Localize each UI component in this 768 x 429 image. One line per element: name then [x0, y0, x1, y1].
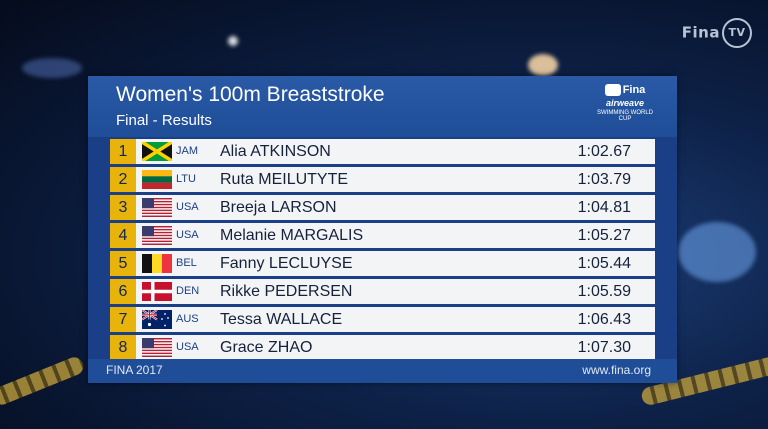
race-time: 1:06.43	[577, 311, 631, 328]
athlete-name: Fanny LECLUYSE	[220, 255, 353, 272]
page-title: Women's 100m Breaststroke	[116, 83, 385, 106]
tv-ring-icon: TV	[722, 18, 752, 48]
country-code: USA	[176, 341, 199, 353]
country-code: DEN	[176, 285, 200, 297]
race-time: 1:05.44	[577, 255, 631, 272]
sponsor-logo: Fina airweave SWIMMING WORLD CUP	[597, 84, 653, 122]
broadcaster-logo-text: Fina	[681, 23, 720, 42]
rank-badge: 4	[110, 223, 136, 248]
rank-badge: 3	[110, 195, 136, 220]
race-time: 1:05.27	[577, 227, 631, 244]
race-time: 1:07.30	[577, 339, 631, 356]
usa-flag-icon	[142, 226, 172, 245]
rank-badge: 8	[110, 335, 136, 360]
table-row: 6 DEN Rikke PEDERSEN 1:05.59	[110, 279, 655, 304]
rank-badge: 7	[110, 307, 136, 332]
table-row: 5 BEL Fanny LECLUYSE 1:05.44	[110, 251, 655, 276]
table-row: 7 AUS Tessa WALLACE 1:06.43	[110, 307, 655, 332]
pool-light	[528, 54, 558, 76]
pool-light	[22, 58, 82, 78]
rank-badge: 2	[110, 167, 136, 192]
denmark-flag-icon	[142, 282, 172, 301]
athlete-name: Alia ATKINSON	[220, 143, 331, 160]
belgium-flag-icon	[142, 254, 172, 273]
rank-badge: 6	[110, 279, 136, 304]
table-row: 1 JAM Alia ATKINSON 1:02.67	[110, 139, 655, 164]
table-row: 2 LTU Ruta MEILUTYTE 1:03.79	[110, 167, 655, 192]
athlete-name: Breeja LARSON	[220, 199, 337, 216]
country-code: LTU	[176, 173, 196, 185]
page-subtitle: Final - Results	[116, 112, 212, 129]
rank-badge: 5	[110, 251, 136, 276]
results-table: 1 JAM Alia ATKINSON 1:02.67 2 LTU Ruta M…	[110, 139, 655, 363]
rank-badge: 1	[110, 139, 136, 164]
country-code: AUS	[176, 313, 199, 325]
country-code: USA	[176, 201, 199, 213]
country-code: JAM	[176, 145, 198, 157]
results-board: Women's 100m Breaststroke Final - Result…	[88, 76, 677, 383]
sponsor-line1: Fina	[622, 83, 646, 96]
pool-light	[678, 222, 756, 282]
race-time: 1:03.79	[577, 171, 631, 188]
athlete-name: Grace ZHAO	[220, 339, 313, 356]
table-row: 3 USA Breeja LARSON 1:04.81	[110, 195, 655, 220]
sponsor-line3: SWIMMING WORLD CUP	[597, 110, 653, 122]
athlete-name: Rikke PEDERSEN	[220, 283, 353, 300]
lithuania-flag-icon	[142, 170, 172, 189]
website-link: www.fina.org	[582, 363, 651, 377]
lane-rope	[0, 354, 86, 408]
athlete-name: Ruta MEILUTYTE	[220, 171, 349, 188]
table-row: 8 USA Grace ZHAO 1:07.30	[110, 335, 655, 360]
race-time: 1:05.59	[577, 283, 631, 300]
usa-flag-icon	[142, 198, 172, 217]
country-code: USA	[176, 229, 199, 241]
footer-label: FINA 2017	[106, 363, 163, 377]
board-header: Women's 100m Breaststroke Final - Result…	[88, 76, 677, 137]
athlete-name: Melanie MARGALIS	[220, 227, 364, 244]
pool-light	[228, 36, 238, 46]
broadcaster-logo-suffix: TV	[728, 26, 746, 39]
athlete-name: Tessa WALLACE	[220, 311, 343, 328]
usa-flag-icon	[142, 338, 172, 357]
fina-wave-icon	[604, 84, 621, 96]
race-time: 1:02.67	[577, 143, 631, 160]
board-footer: FINA 2017 www.fina.org	[88, 359, 677, 383]
country-code: BEL	[176, 257, 197, 269]
australia-flag-icon	[142, 310, 172, 329]
broadcaster-logo: Fina TV	[682, 18, 752, 48]
race-time: 1:04.81	[577, 199, 631, 216]
jamaica-flag-icon	[142, 142, 172, 161]
sponsor-line2: airweave	[605, 98, 645, 108]
table-row: 4 USA Melanie MARGALIS 1:05.27	[110, 223, 655, 248]
